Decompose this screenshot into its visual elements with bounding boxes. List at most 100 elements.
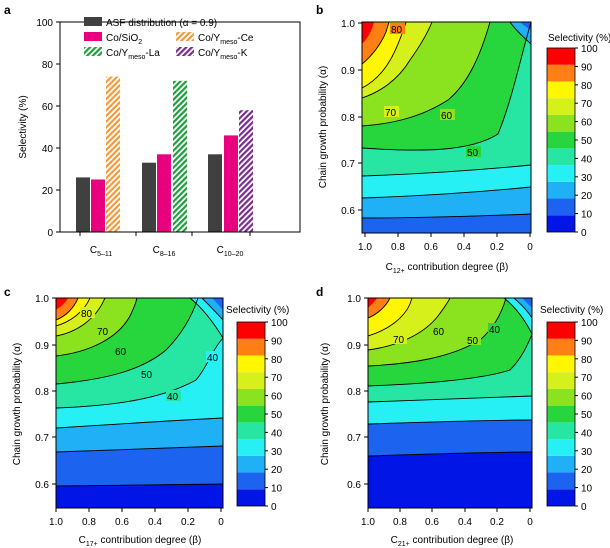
y-axis-label: Selectivity (%) xyxy=(18,95,29,158)
contour-label: 60 xyxy=(433,327,445,338)
colorbar-swatch xyxy=(547,405,575,423)
y-tick-label: 1.0 xyxy=(35,294,49,305)
y-axis: 0.6 0.7 0.8 0.9 1.0 xyxy=(35,294,56,491)
colorbar-tick-label: 40 xyxy=(581,154,593,165)
corner-blue xyxy=(522,298,532,308)
x-tick-label: 0.6 xyxy=(425,517,439,528)
colorbar-swatch xyxy=(547,489,575,506)
colorbar-tick-label: 70 xyxy=(581,99,593,110)
legend-label-ce: Co/Ymeso-Ce xyxy=(198,33,254,46)
colorbar-tick-label: 100 xyxy=(581,44,598,55)
colorbar-swatch xyxy=(547,455,575,473)
colorbar-tick-label: 30 xyxy=(271,447,283,458)
x-tick-label: 0.6 xyxy=(424,242,438,253)
legend-swatch-k xyxy=(176,47,194,56)
colorbar-swatch xyxy=(547,355,575,373)
colorbar-tick-label: 90 xyxy=(271,336,283,347)
y-tick-label: 100 xyxy=(36,18,53,29)
x-axis-category-labels: C5–11 C8–16 C10–20 xyxy=(79,232,251,258)
contour-band-80-90 xyxy=(368,298,390,318)
y-tick-label: 0.8 xyxy=(347,387,361,398)
bar xyxy=(142,162,156,232)
colorbar-tick-label: 40 xyxy=(271,428,283,439)
contour-label: 80 xyxy=(391,25,403,36)
colorbar-tick-label: 50 xyxy=(581,410,593,421)
category-label: C10–20 xyxy=(217,245,244,258)
y-tick-label: 60 xyxy=(42,102,54,113)
colorbar-swatch xyxy=(237,355,265,373)
x-axis-label: C21+ contribution degree (β) xyxy=(391,535,514,548)
panel-letter-a: a xyxy=(4,3,11,17)
colorbar-swatch xyxy=(237,338,265,356)
colorbar-tick-label: 0 xyxy=(581,228,587,239)
x-tick-label: 0.8 xyxy=(393,517,407,528)
x-tick-label: 0.4 xyxy=(458,517,472,528)
colorbar-tick-label: 50 xyxy=(581,136,593,147)
x-axis: 1.0 0.8 0.6 0.4 0.2 0 xyxy=(358,233,533,253)
colorbar-swatch xyxy=(547,148,575,166)
colorbar-swatch xyxy=(237,405,265,423)
panel-c: 80 70 60 50 40 40 1.0 0.8 0.6 0.4 0.2 0 … xyxy=(12,294,289,548)
colorbar-swatch xyxy=(547,472,575,490)
contour-label: 50 xyxy=(467,336,479,347)
contour-labels: 70 60 50 40 xyxy=(392,323,503,347)
colorbar-tick-label: 90 xyxy=(581,62,593,73)
y-tick-label: 0.6 xyxy=(35,480,49,491)
y-tick-label: 0.9 xyxy=(35,341,49,352)
y-axis-label: Chain growth probability (α) xyxy=(320,343,331,466)
bar xyxy=(208,154,222,232)
contour-label: 50 xyxy=(467,148,479,159)
colorbar-swatch xyxy=(237,472,265,490)
colorbar-tick-label: 30 xyxy=(581,447,593,458)
plot-frame xyxy=(59,21,301,233)
y-axis: 0.6 0.7 0.8 0.9 1.0 xyxy=(341,19,362,217)
colorbar-swatch xyxy=(237,322,265,339)
y-tick-label: 20 xyxy=(42,186,54,197)
colorbar-swatch xyxy=(547,322,575,339)
y-tick-label: 80 xyxy=(42,60,54,71)
colorbar-title: Selectivity (%) xyxy=(226,305,289,316)
category-label: C8–16 xyxy=(153,245,176,258)
colorbar-swatch xyxy=(547,98,575,115)
colorbar-tick-label: 70 xyxy=(271,373,283,384)
x-tick-label: 0.8 xyxy=(82,517,96,528)
colorbar-swatch xyxy=(237,372,265,389)
contour-band-top xyxy=(362,22,374,44)
x-tick-label: 0 xyxy=(218,517,224,528)
plot-frame xyxy=(55,297,224,509)
colorbar: Selectivity (%) 0 10 20 30 40 50 60 70 80 90 100 xyxy=(226,305,289,513)
x-axis: 1.0 0.8 0.6 0.4 0.2 0 xyxy=(49,508,224,528)
legend-swatch-la xyxy=(84,47,102,56)
y-tick-label: 1.0 xyxy=(341,19,355,30)
colorbar-swatch xyxy=(547,338,575,356)
bar xyxy=(173,80,187,232)
colorbar-swatch xyxy=(547,81,575,99)
colorbar-title: Selectivity (%) xyxy=(548,33,610,44)
plot-frame xyxy=(367,297,533,509)
bar xyxy=(76,177,90,232)
bar xyxy=(239,110,253,232)
colorbar-swatch xyxy=(547,48,575,65)
y-axis: 0.6 0.7 0.8 0.9 1.0 xyxy=(347,294,368,491)
colorbar-tick-label: 80 xyxy=(581,355,593,366)
colorbar-swatch xyxy=(237,422,265,440)
x-axis-label: C17+ contribution degree (β) xyxy=(79,535,202,548)
colorbar-swatch xyxy=(547,114,575,132)
panel-letter-c: c xyxy=(4,285,11,299)
bar-group xyxy=(76,76,253,232)
colorbar-swatch xyxy=(237,489,265,506)
colorbar-tick-label: 20 xyxy=(581,465,593,476)
contour-label: 40 xyxy=(207,353,219,364)
colorbar-tick-label: 80 xyxy=(581,81,593,92)
x-axis: 1.0 0.8 0.6 0.4 0.2 0 xyxy=(361,508,533,528)
contour-label: 50 xyxy=(141,370,153,381)
y-tick-label: 1.0 xyxy=(347,294,361,305)
colorbar-swatch xyxy=(237,439,265,456)
colorbar-tick-label: 100 xyxy=(271,318,288,329)
y-tick-label: 0.6 xyxy=(341,206,355,217)
colorbar-tick-label: 60 xyxy=(581,392,593,403)
colorbar-swatch xyxy=(547,439,575,456)
contour-label: 70 xyxy=(385,108,397,119)
contour-field: 80 70 60 50 40 40 xyxy=(56,298,223,508)
